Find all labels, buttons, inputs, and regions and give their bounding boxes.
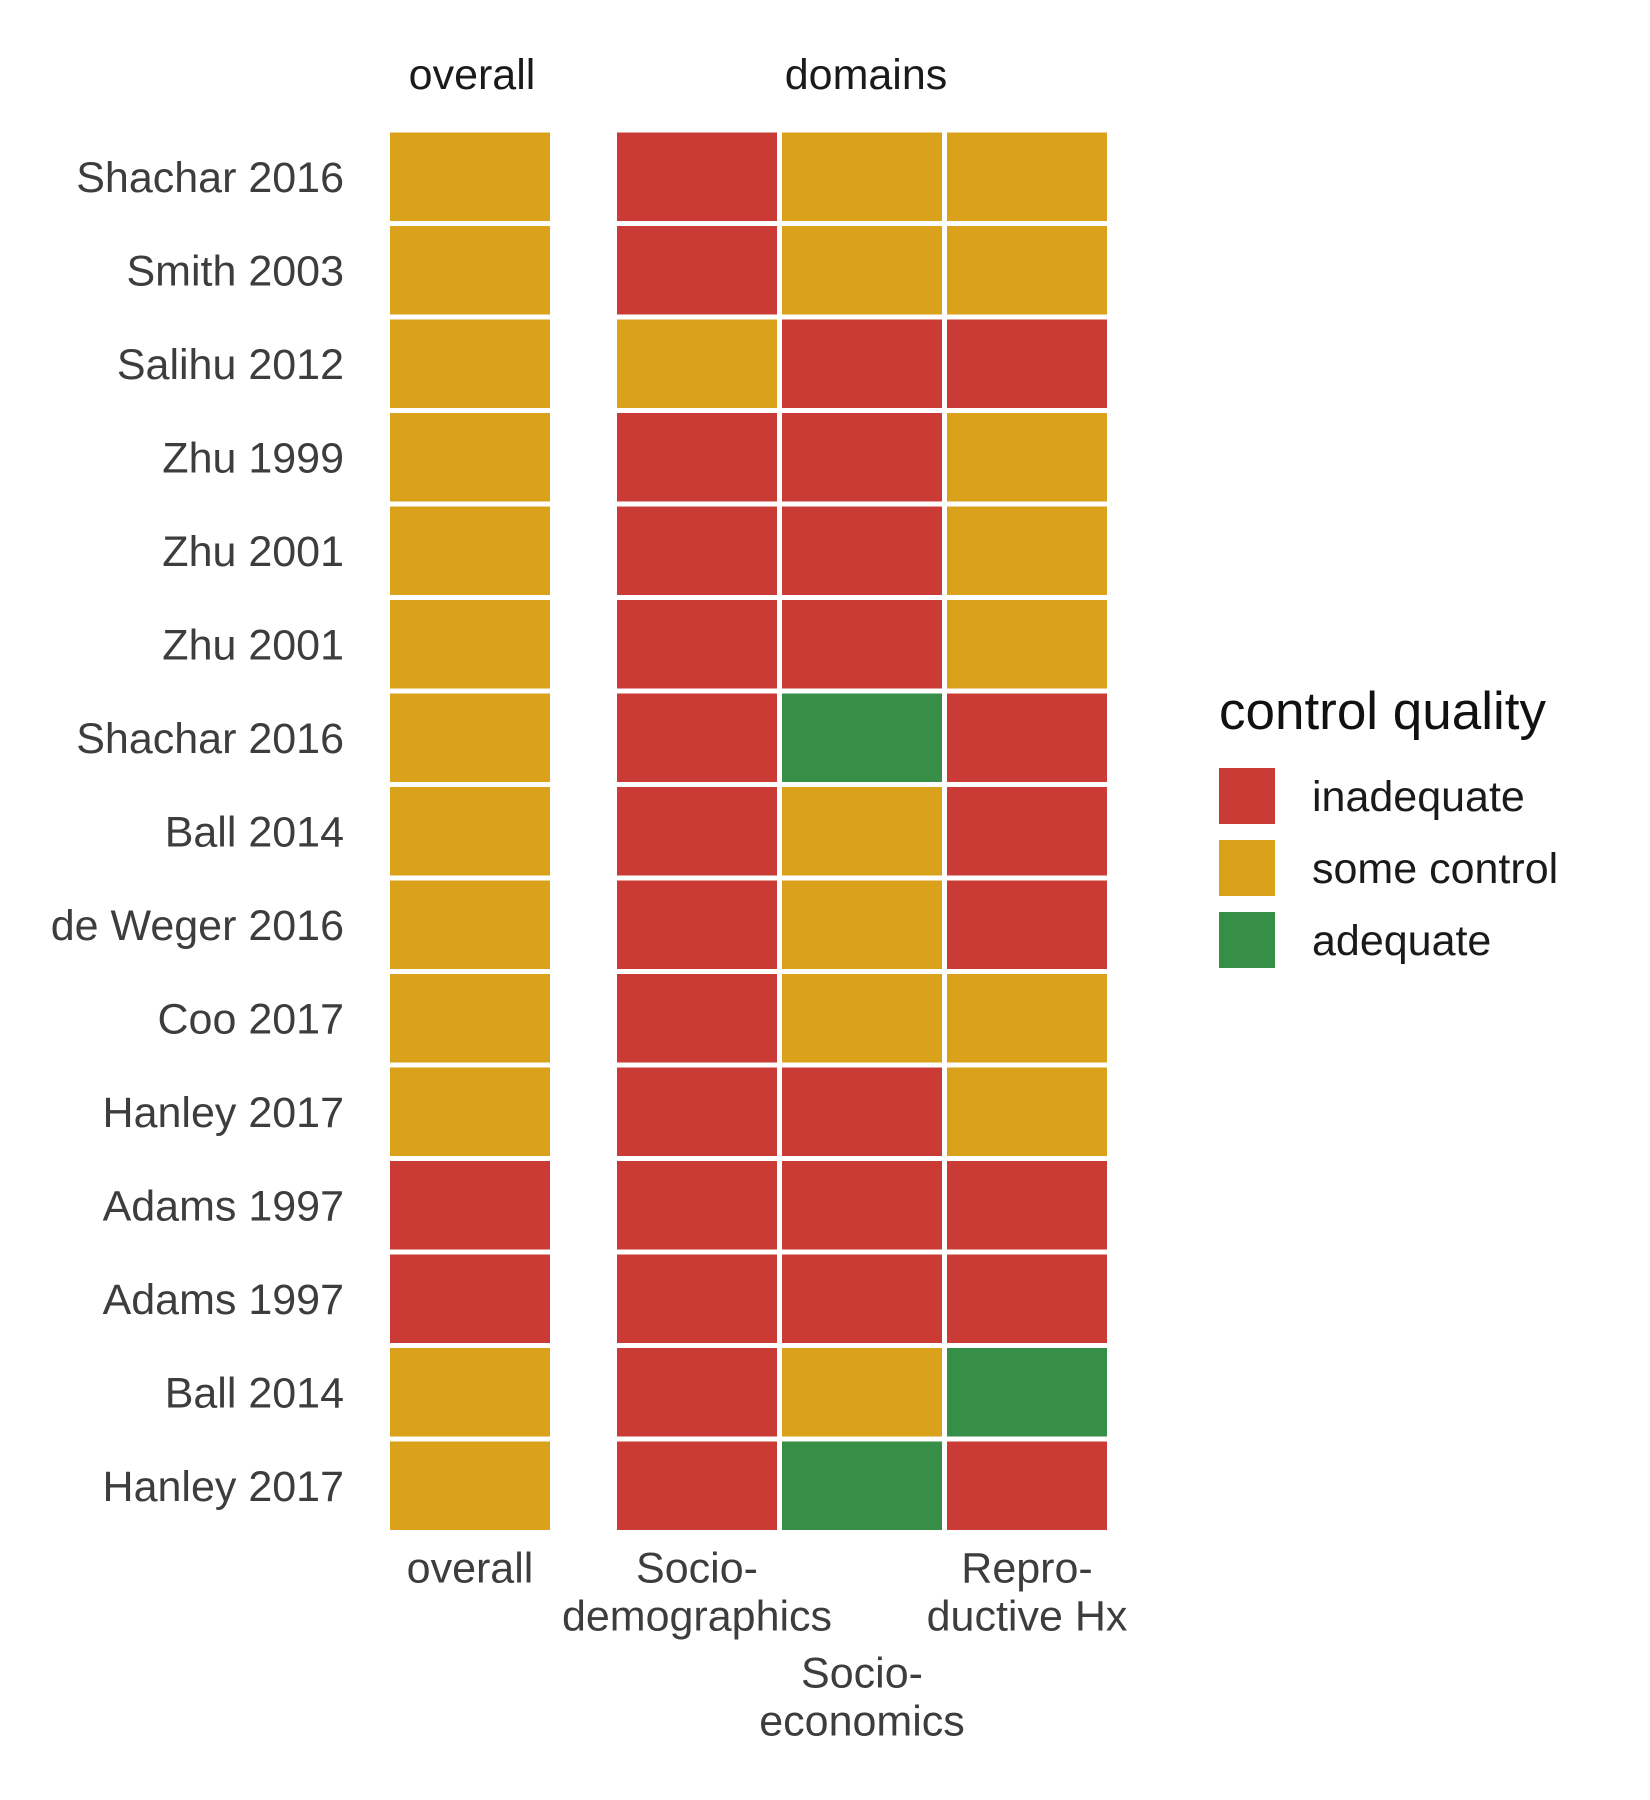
- row-label: Coo 2017: [158, 995, 345, 1043]
- heatmap-cell: [390, 880, 550, 969]
- heatmap-cell: [617, 413, 777, 502]
- row-label: Ball 2014: [165, 1369, 344, 1417]
- heatmap-cell: [947, 1348, 1107, 1437]
- row-label: Zhu 2001: [162, 621, 344, 669]
- heatmap-cell: [782, 974, 942, 1063]
- heatmap-cell: [947, 226, 1107, 315]
- heatmap-cell: [782, 1254, 942, 1343]
- row-label: Adams 1997: [103, 1182, 344, 1230]
- heatmap-cell: [782, 413, 942, 502]
- heatmap-cell: [782, 226, 942, 315]
- heatmap-cell: [782, 600, 942, 689]
- heatmap-cell: [947, 693, 1107, 782]
- column-label: demographics: [562, 1593, 832, 1641]
- heatmap-cell: [617, 693, 777, 782]
- heatmap-cell: [390, 693, 550, 782]
- legend-label: inadequate: [1312, 773, 1525, 821]
- row-label: Ball 2014: [165, 808, 344, 856]
- heatmap-cell: [947, 1067, 1107, 1156]
- row-label: Shachar 2016: [76, 715, 344, 763]
- heatmap-cell: [617, 1161, 777, 1250]
- heatmap-cell: [390, 132, 550, 221]
- heatmap-cell: [390, 600, 550, 689]
- heatmap-cell: [390, 1161, 550, 1250]
- heatmap-cell: [617, 506, 777, 595]
- heatmap-cell: [782, 880, 942, 969]
- heatmap-cell: [947, 974, 1107, 1063]
- heatmap-cell: [947, 1441, 1107, 1530]
- heatmap-cell: [390, 319, 550, 408]
- heatmap-cell: [390, 1254, 550, 1343]
- heatmap-cell: [947, 600, 1107, 689]
- heatmap-cell: [390, 413, 550, 502]
- column-label: Repro-: [961, 1545, 1092, 1593]
- heatmap-cell: [617, 787, 777, 876]
- column-labels: overall Socio-demographicsSocio-economics…: [407, 1545, 1128, 1746]
- heatmap-cell: [617, 319, 777, 408]
- heatmap-cell: [390, 787, 550, 876]
- heatmap-cell: [617, 600, 777, 689]
- legend-items: inadequate some control adequate: [1219, 768, 1558, 968]
- heatmap-cell: [782, 787, 942, 876]
- column-label: economics: [759, 1698, 965, 1746]
- heatmap-cell: [390, 974, 550, 1063]
- row-label: Zhu 1999: [162, 434, 344, 482]
- heatmap-cell: [390, 1441, 550, 1530]
- heatmap-cell: [947, 132, 1107, 221]
- heatmap-cell: [617, 132, 777, 221]
- legend: control quality inadequate some control ad…: [1219, 682, 1558, 968]
- legend-label: adequate: [1312, 917, 1491, 965]
- heatmap-cell: [617, 974, 777, 1063]
- heatmap-cell: [782, 693, 942, 782]
- legend-swatch: [1219, 840, 1275, 896]
- heatmap-cell: [947, 1161, 1107, 1250]
- heatmap-cell: [782, 319, 942, 408]
- heatmap-cell: [782, 1348, 942, 1437]
- heatmap-cell: [947, 1254, 1107, 1343]
- heatmap-cell: [782, 506, 942, 595]
- heatmap-cell: [782, 132, 942, 221]
- heatmap-cell: [617, 880, 777, 969]
- heatmap-cell: [390, 226, 550, 315]
- row-label: Smith 2003: [126, 247, 344, 295]
- heatmap-cell: [617, 1254, 777, 1343]
- heatmap-cell: [617, 1441, 777, 1530]
- row-label: Hanley 2017: [103, 1463, 344, 1511]
- heatmap-cell: [782, 1067, 942, 1156]
- panel-title-overall: overall: [409, 51, 536, 99]
- heatmap-cell: [617, 1348, 777, 1437]
- heatmap-cell: [617, 1067, 777, 1156]
- panel-title-domains: domains: [785, 51, 948, 99]
- heatmap-cells: [390, 132, 1107, 1530]
- row-label: de Weger 2016: [51, 902, 344, 950]
- heatmap-cell: [390, 506, 550, 595]
- column-label: ductive Hx: [927, 1593, 1128, 1641]
- legend-label: some control: [1312, 845, 1558, 893]
- row-labels: Shachar 2016 Smith 2003 Salihu 2012 Zhu 199…: [51, 154, 344, 1511]
- heatmap-cell: [782, 1161, 942, 1250]
- column-label: Socio-: [801, 1650, 923, 1698]
- heatmap-cell: [782, 1441, 942, 1530]
- row-label: Adams 1997: [103, 1276, 344, 1324]
- row-label: Salihu 2012: [117, 341, 344, 389]
- column-label: overall: [407, 1545, 534, 1593]
- heatmap-cell: [947, 880, 1107, 969]
- heatmap-cell: [947, 319, 1107, 408]
- heatmap-cell: [947, 506, 1107, 595]
- row-label: Zhu 2001: [162, 528, 344, 576]
- heatmap-cell: [947, 787, 1107, 876]
- row-label: Shachar 2016: [76, 154, 344, 202]
- legend-swatch: [1219, 768, 1275, 824]
- heatmap-cell: [617, 226, 777, 315]
- row-label: Hanley 2017: [103, 1089, 344, 1137]
- column-label: Socio-: [636, 1545, 758, 1593]
- legend-title: control quality: [1219, 682, 1547, 741]
- legend-swatch: [1219, 912, 1275, 968]
- heatmap-cell: [947, 413, 1107, 502]
- heatmap-cell: [390, 1067, 550, 1156]
- heatmap-cell: [390, 1348, 550, 1437]
